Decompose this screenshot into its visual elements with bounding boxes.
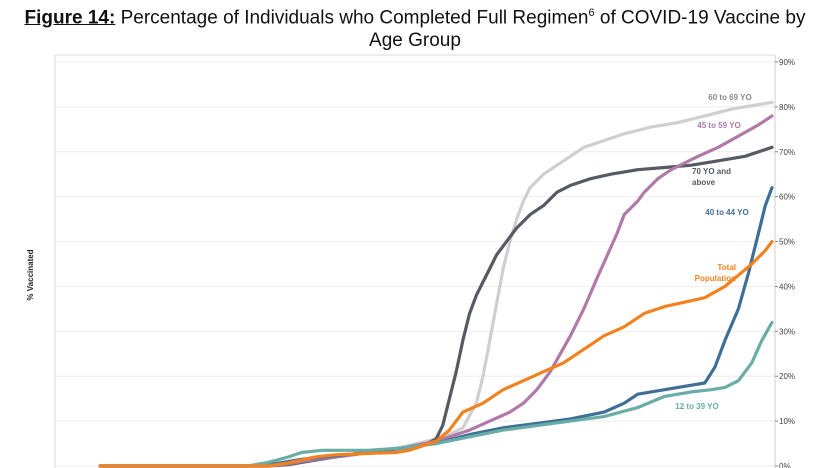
- y-tick-label-50: 50%: [779, 238, 795, 247]
- y-tick-label-20: 20%: [779, 372, 795, 381]
- chart-title: Figure 14: Percentage of Individuals who…: [0, 2, 830, 52]
- y-axis-ticks: 0% 10% 20% 30% 40% 50% 60% 70% 80% 90%: [775, 58, 795, 468]
- series-line-4: [98, 320, 774, 468]
- series-label-5: Total Population: [695, 263, 736, 283]
- series-line-3: [98, 186, 774, 468]
- title-superscript: 6: [588, 7, 595, 19]
- series-line-0: [98, 100, 774, 468]
- y-tick-label-0: 0%: [779, 462, 791, 468]
- series-label-0: 60 to 69 YO: [708, 93, 751, 102]
- y-tick-label-10: 10%: [779, 417, 795, 426]
- series-line-5: [98, 240, 774, 468]
- series-label-4: 12 to 39 YO: [675, 402, 718, 411]
- y-tick-label-80: 80%: [779, 103, 795, 112]
- series-label-1: 70 YO and above: [692, 167, 731, 187]
- y-tick-label-70: 70%: [779, 148, 795, 157]
- y-tick-label-30: 30%: [779, 327, 795, 336]
- y-tick-label-90: 90%: [779, 58, 795, 67]
- title-main: Percentage of Individuals who Completed …: [115, 7, 589, 29]
- y-tick-label-40: 40%: [779, 282, 795, 291]
- y-tick-label-60: 60%: [779, 193, 795, 202]
- series-label-2: 45 to 59 YO: [697, 121, 740, 130]
- series-lines: [98, 100, 774, 468]
- title-line2: Age Group: [369, 30, 461, 52]
- series-line-2: [98, 114, 774, 468]
- y-axis-label: % Vaccinated: [26, 249, 35, 300]
- gridlines: [55, 61, 775, 467]
- figure-label: Figure 14:: [24, 7, 116, 29]
- title-rest: of COVID-19 Vaccine by: [594, 7, 806, 29]
- series-label-3: 40 to 44 YO: [705, 208, 748, 217]
- series-labels: 60 to 69 YO 70 YO and above 45 to 59 YO 40 t…: [675, 93, 751, 411]
